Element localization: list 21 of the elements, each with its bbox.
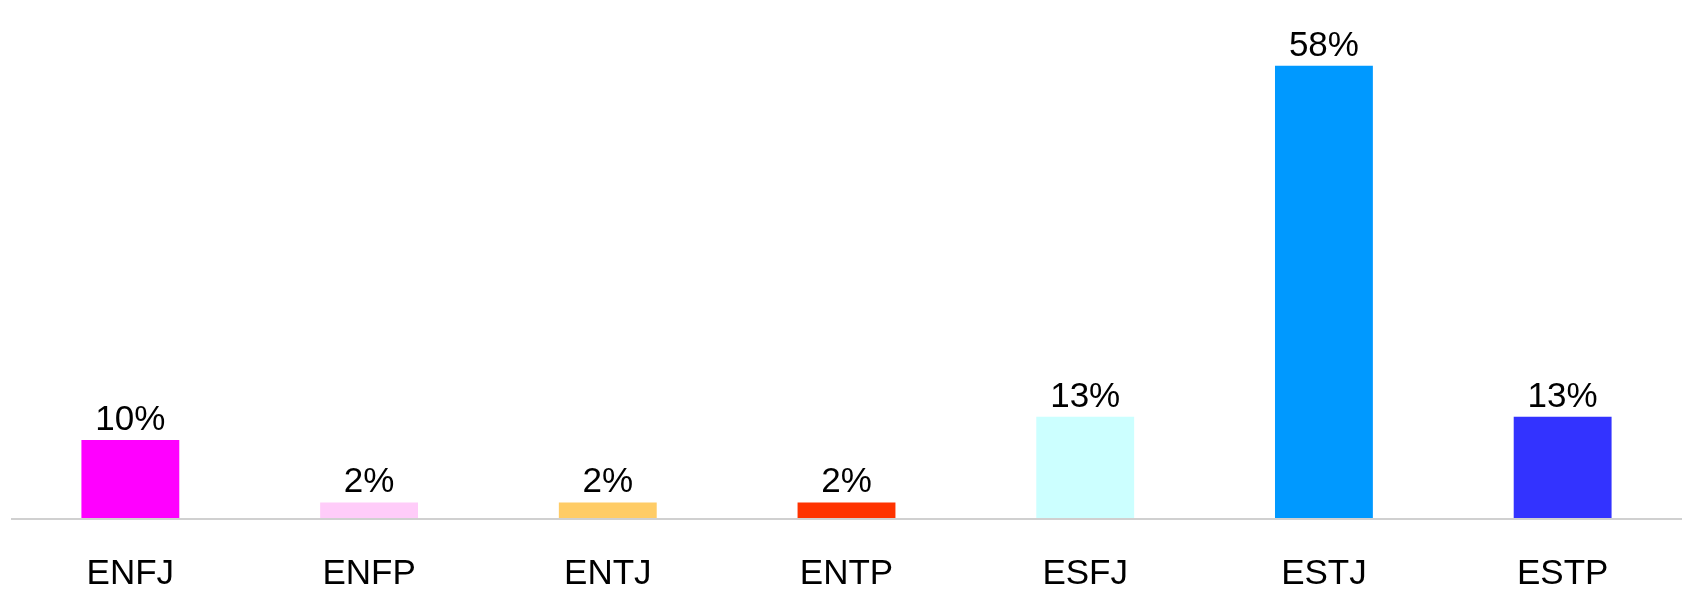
data-label: 10% — [95, 398, 166, 438]
x-tick-label: ESTJ — [1281, 552, 1367, 590]
x-tick-label: ENFJ — [86, 552, 175, 590]
bar — [320, 502, 419, 518]
bar — [558, 502, 657, 518]
x-tick-label: ENTJ — [564, 552, 652, 590]
x-tick-label: ENFP — [322, 552, 416, 590]
data-label: 13% — [1527, 374, 1598, 414]
x-tick-label: ENTP — [799, 552, 894, 590]
x-tick-label: ESTP — [1516, 552, 1609, 590]
bar — [81, 440, 180, 518]
bar — [1274, 65, 1373, 518]
bar — [1513, 416, 1612, 518]
x-tick-label: ESFJ — [1042, 552, 1128, 590]
bar — [797, 502, 896, 518]
data-label: 2% — [582, 460, 634, 500]
bar — [1036, 416, 1135, 518]
data-label: 58% — [1288, 23, 1359, 63]
data-label: 2% — [343, 460, 395, 500]
data-label: 13% — [1050, 374, 1121, 414]
data-label: 2% — [821, 460, 872, 500]
